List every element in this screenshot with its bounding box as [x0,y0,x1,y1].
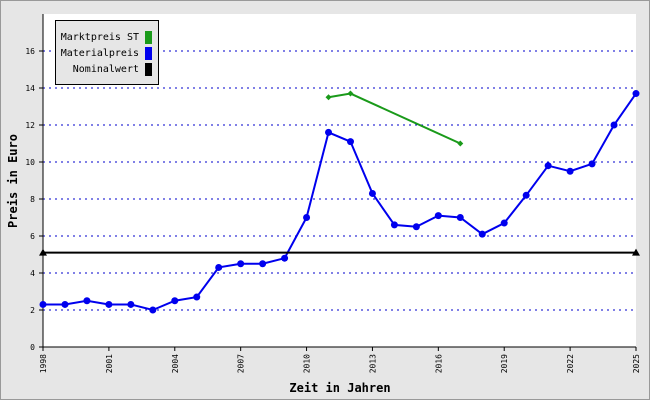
point [588,160,596,168]
point [127,300,135,308]
point [149,306,157,314]
point [83,297,91,305]
point [434,212,442,220]
x-tick-label: 2025 [632,354,641,373]
legend-label: Nominalwert [73,64,139,75]
point [522,191,530,199]
y-tick-label: 2 [30,306,35,315]
point [193,293,201,301]
point [39,248,47,256]
legend-label: Materialpreis [61,48,139,59]
point [171,297,179,305]
point [303,214,311,221]
x-tick-label: 2007 [237,354,246,373]
legend-box [55,20,159,85]
y-tick-label: 14 [25,84,35,93]
point [61,300,69,308]
x-tick-label: 2022 [566,354,575,373]
point [215,263,223,271]
legend-swatch [145,47,152,60]
y-tick-label: 6 [30,232,35,241]
point [368,189,376,197]
point [566,167,574,175]
point [412,223,420,231]
legend-swatch [145,31,152,44]
y-axis-label: Preis in Euro [6,134,20,228]
point [325,128,333,136]
x-tick-label: 2019 [500,354,509,373]
point [237,260,245,268]
point [478,230,486,238]
point [281,254,289,262]
legend: Marktpreis ST Materialpreis Nominalwert [55,20,159,85]
point [325,94,332,101]
point [632,90,640,98]
point [347,90,354,97]
point [105,300,113,308]
y-tick-label: 16 [25,47,35,56]
legend-label: Marktpreis ST [61,32,139,43]
y-tick-label: 10 [25,158,35,167]
point [39,300,47,308]
x-tick-label: 2016 [434,354,443,373]
x-tick-label: 1998 [39,354,48,373]
y-tick-label: 12 [25,121,35,130]
x-tick-label: 2001 [105,354,114,373]
y-tick-label: 8 [30,195,35,204]
x-axis-label: Zeit in Jahren [289,381,390,395]
point [259,260,267,268]
point [346,138,354,146]
point [456,214,464,221]
point [500,219,508,227]
point [610,121,618,129]
x-tick-label: 2013 [368,354,377,373]
point [390,221,398,229]
point [544,162,552,170]
y-tick-label: 4 [30,269,35,278]
legend-swatch [145,63,152,76]
x-tick-label: 2010 [303,354,312,373]
point [457,140,464,147]
y-tick-label: 0 [30,343,35,352]
x-tick-label: 2004 [171,354,180,373]
series-line [43,92,637,312]
point [632,248,640,256]
